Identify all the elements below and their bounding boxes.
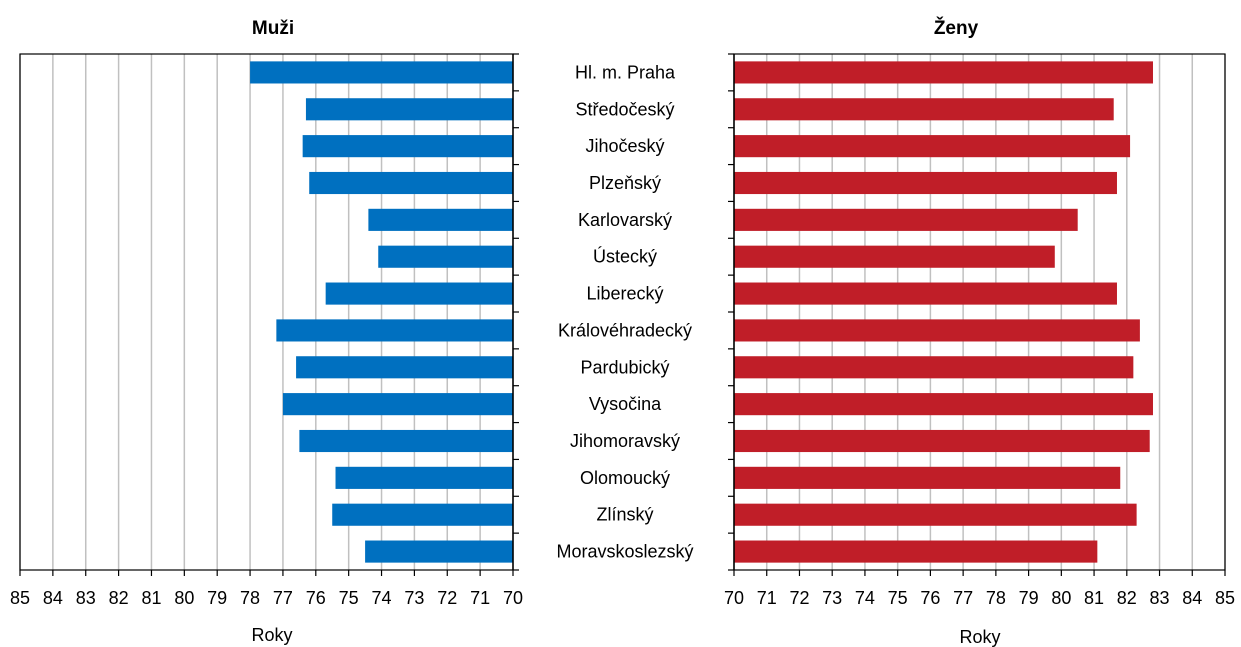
- region-label: Moravskoslezský: [556, 542, 693, 562]
- x-tick-label: 72: [437, 588, 457, 608]
- x-tick-label: 83: [1150, 588, 1170, 608]
- x-tick-label: 77: [273, 588, 293, 608]
- x-tick-label: 72: [789, 588, 809, 608]
- bar-men: [302, 135, 513, 158]
- women-panel: 70 71 72 73 74 75 76 77 78 79 80 81 82 83 84 85: [724, 53, 1235, 608]
- bar-women: [734, 61, 1153, 84]
- x-axis-label-women: Roky: [959, 627, 1000, 647]
- x-tick-label: 82: [1117, 588, 1137, 608]
- x-tick-label: 79: [1019, 588, 1039, 608]
- bar-women: [734, 245, 1055, 268]
- x-tick-label: 78: [240, 588, 260, 608]
- region-label: Pardubický: [580, 357, 669, 377]
- x-tick-label: 77: [953, 588, 973, 608]
- bar-women: [734, 208, 1078, 231]
- bar-women: [734, 171, 1117, 195]
- bar-women: [734, 98, 1114, 121]
- bar-women: [734, 503, 1137, 526]
- x-tick-label: 70: [503, 588, 523, 608]
- region-label: Hl. m. Praha: [575, 62, 676, 82]
- x-tick-label: 70: [724, 588, 744, 608]
- region-labels: Hl. m. Praha Středočeský Jihočeský Plzeňský…: [556, 62, 693, 561]
- region-label: Královéhradecký: [558, 320, 692, 340]
- bar-men: [332, 503, 513, 526]
- men-panel: 85 84 83 82 81 80 79 78 77 76 75 74 73 72 71 70: [10, 53, 523, 608]
- x-tick-label: 80: [174, 588, 194, 608]
- bar-men: [282, 393, 513, 416]
- x-tick-label: 74: [372, 588, 392, 608]
- bar-women: [734, 135, 1131, 158]
- x-tick-label: 76: [920, 588, 940, 608]
- x-tick-label: 83: [76, 588, 96, 608]
- x-tick-label: 74: [855, 588, 875, 608]
- x-tick-label: 75: [888, 588, 908, 608]
- region-label: Plzeňský: [589, 173, 661, 193]
- bar-men: [368, 208, 513, 231]
- x-tick-label: 78: [986, 588, 1006, 608]
- bar-men: [335, 466, 513, 489]
- bar-men: [296, 356, 513, 379]
- region-label: Zlínský: [596, 505, 653, 525]
- bar-men: [325, 282, 513, 305]
- x-tick-label: 79: [207, 588, 227, 608]
- region-label: Liberecký: [586, 284, 663, 304]
- bar-men: [299, 429, 513, 453]
- x-axis-label-men: Roky: [251, 625, 292, 645]
- chart-title-women: Ženy: [934, 17, 979, 39]
- x-tick-label: 84: [43, 588, 63, 608]
- bar-women: [734, 393, 1153, 416]
- region-label: Jihočeský: [585, 136, 664, 156]
- bar-women: [734, 282, 1117, 305]
- plot-frame: [733, 53, 1226, 571]
- region-label: Ústecký: [593, 246, 657, 267]
- x-tick-label: 71: [757, 588, 777, 608]
- region-label: Vysočina: [589, 394, 662, 414]
- x-tick-label: 71: [470, 588, 490, 608]
- x-tick-label: 82: [109, 588, 129, 608]
- region-label: Středočeský: [575, 99, 674, 119]
- x-tick-label: 81: [141, 588, 161, 608]
- region-label: Jihomoravský: [570, 431, 680, 451]
- region-label: Olomoucký: [580, 468, 670, 488]
- x-tick-label: 76: [306, 588, 326, 608]
- x-tick-label: 73: [822, 588, 842, 608]
- region-label: Karlovarský: [578, 210, 672, 230]
- bar-men: [305, 98, 513, 121]
- bar-men: [378, 245, 513, 268]
- x-tick-label: 84: [1182, 588, 1202, 608]
- x-tick-label: 75: [339, 588, 359, 608]
- bar-women: [734, 356, 1134, 379]
- bar-men: [250, 61, 514, 84]
- bar-women: [734, 429, 1150, 453]
- chart-title-men: Muži: [252, 18, 294, 39]
- bar-men: [309, 171, 513, 195]
- x-tick-label: 81: [1084, 588, 1104, 608]
- bar-women: [734, 466, 1121, 489]
- bar-women: [734, 540, 1098, 563]
- bar-men: [365, 540, 513, 563]
- x-tick-label: 85: [1215, 588, 1235, 608]
- bar-women: [734, 319, 1140, 342]
- bar-men: [276, 319, 513, 342]
- plot-frame: [19, 53, 514, 571]
- x-tick-label: 73: [404, 588, 424, 608]
- x-tick-label: 80: [1051, 588, 1071, 608]
- x-tick-label: 85: [10, 588, 30, 608]
